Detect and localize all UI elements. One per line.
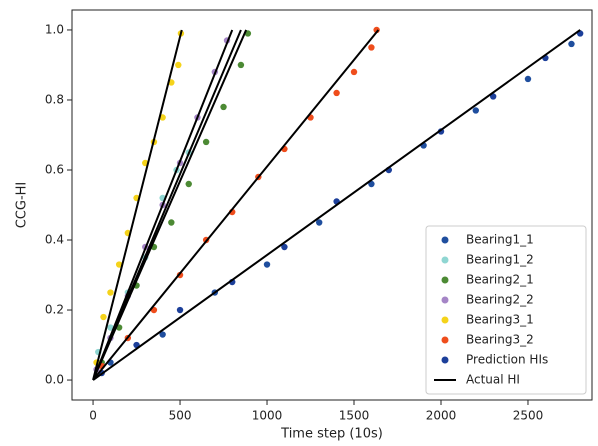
point (263, 261, 271, 268)
point (316, 219, 323, 226)
legend-marker (441, 236, 449, 244)
legend-marker (441, 276, 449, 284)
x-tick-label: 1000 (252, 409, 283, 423)
point (472, 107, 479, 114)
legend-marker (441, 336, 449, 344)
point (368, 44, 375, 51)
legend-label: Prediction HIs (466, 353, 548, 367)
point (368, 180, 375, 188)
point (159, 114, 166, 121)
x-axis-title: Time step (10s) (280, 427, 383, 442)
legend-label: Actual HI (466, 373, 520, 387)
x-tick-label: 500 (169, 409, 192, 423)
legend-label: Bearing1_2 (466, 253, 534, 267)
point (107, 289, 114, 296)
point (281, 243, 288, 251)
y-tick-label: 0.8 (45, 92, 64, 106)
point (333, 89, 340, 97)
point (237, 61, 245, 69)
legend-marker (441, 256, 449, 264)
legend-label: Bearing3_1 (466, 313, 534, 327)
legend-marker (441, 296, 449, 304)
legend-label: Bearing3_2 (466, 333, 534, 347)
x-tick-label: 2500 (513, 409, 544, 423)
point (489, 93, 497, 100)
point (220, 103, 227, 111)
point (159, 331, 166, 338)
y-tick-label: 0.4 (45, 233, 64, 247)
point (568, 40, 575, 48)
legend-marker (441, 316, 449, 324)
point (185, 180, 192, 188)
legend-marker (441, 356, 449, 364)
actual-hi-line (92, 29, 581, 381)
legend-label: Bearing2_2 (466, 293, 534, 307)
point (100, 313, 107, 321)
point (115, 261, 123, 268)
y-tick-label: 1.0 (45, 22, 64, 36)
point (202, 138, 210, 146)
point (107, 324, 114, 331)
plot-frame (71, 9, 593, 401)
x-tick-label: 0 (89, 409, 97, 423)
y-tick-label: 0.6 (45, 162, 64, 176)
point (168, 219, 175, 226)
point (176, 306, 184, 314)
x-tick-label: 2000 (426, 409, 457, 423)
point (524, 75, 532, 83)
x-tick-label: 1500 (339, 409, 370, 423)
legend-box (425, 225, 587, 395)
legend-label: Bearing2_1 (466, 273, 534, 287)
legend-label: Bearing1_1 (466, 233, 534, 247)
point (350, 68, 358, 76)
y-tick-label: 0.2 (45, 303, 64, 317)
y-axis-title: CCG-HI (15, 182, 30, 229)
point (175, 61, 182, 69)
y-tick-label: 0.0 (45, 373, 64, 387)
